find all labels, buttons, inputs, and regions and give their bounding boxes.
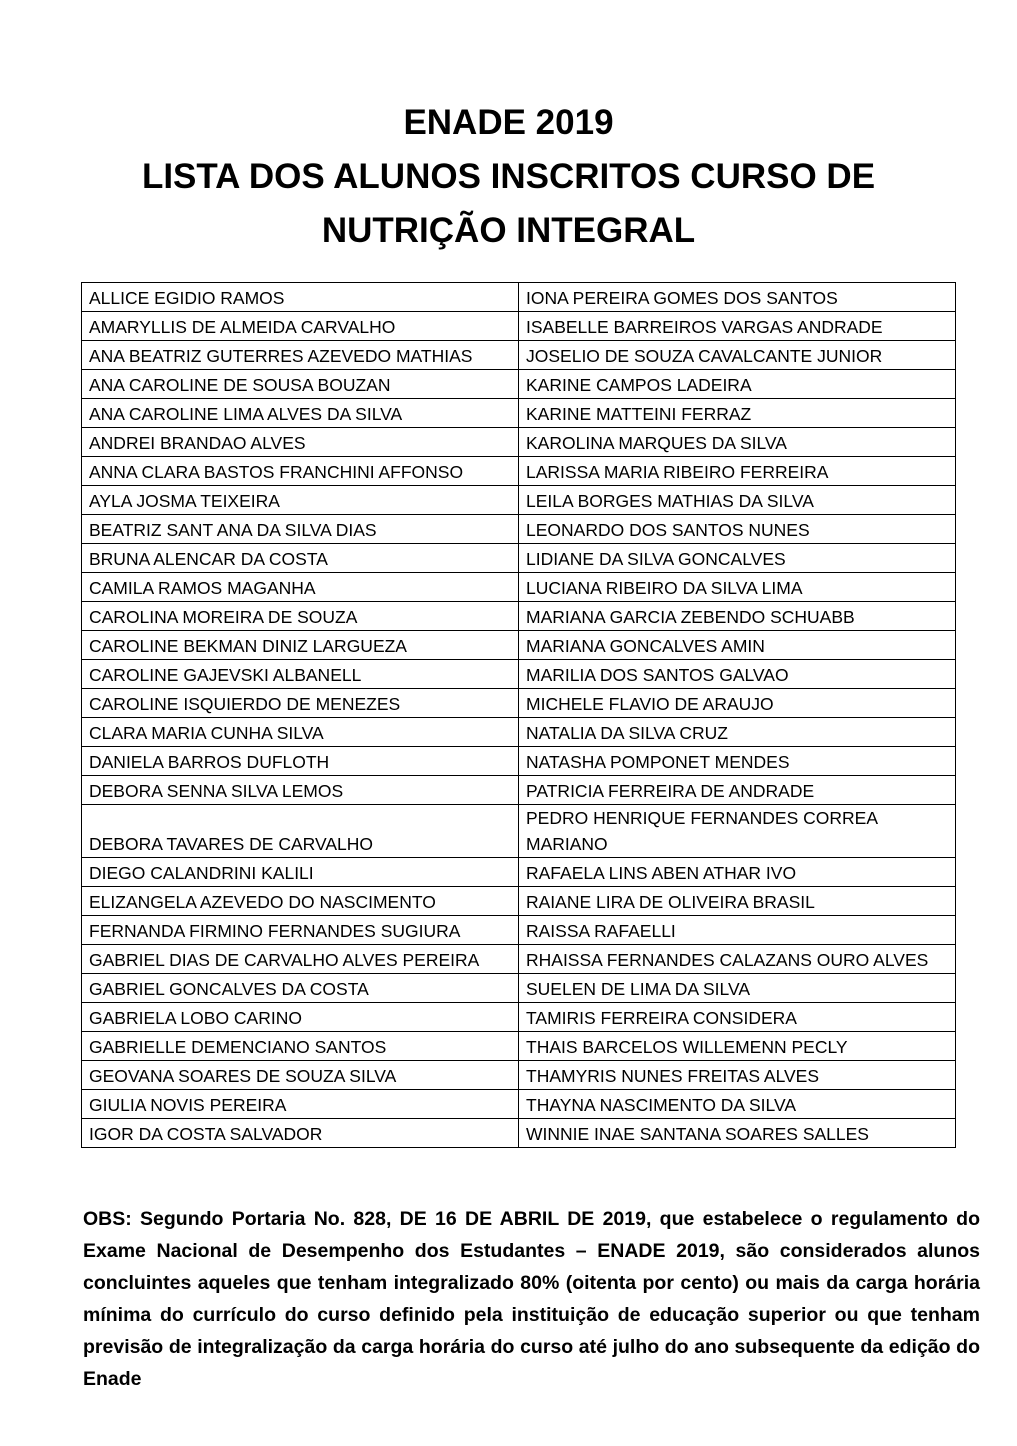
title-line-2: LISTA DOS ALUNOS INSCRITOS CURSO DE [141,157,876,196]
table-row: ANA CAROLINE DE SOUSA BOUZAN KARINE CAMPO… [81,369,956,399]
student-name-right: WINNIE INAE SANTANA SOARES SALLES [518,1118,956,1148]
student-name-left: ELIZANGELA AZEVEDO DO NASCIMENTO [81,886,519,916]
student-name-right: LEONARDO DOS SANTOS NUNES [518,514,956,544]
table-row: ANA CAROLINE LIMA ALVES DA SILVA KARINE M… [81,398,956,428]
student-name-left: BEATRIZ SANT ANA DA SILVA DIAS [81,514,519,544]
student-name-right: LARISSA MARIA RIBEIRO FERREIRA [518,456,956,486]
document-title: ENADE 2019 LISTA DOS ALUNOS INSCRITOS CU… [0,96,1017,258]
student-name-left: ANNA CLARA BASTOS FRANCHINI AFFONSO [81,456,519,486]
table-row: CAROLINE ISQUIERDO DE MENEZES MICHELE FLA… [81,688,956,718]
table-row: ANDREI BRANDAO ALVES KAROLINA MARQUES DA … [81,427,956,457]
table-row: FERNANDA FIRMINO FERNANDES SUGIURA RAISSA… [81,915,956,945]
student-name-right: THAMYRIS NUNES FREITAS ALVES [518,1060,956,1090]
observation-note: OBS: Segundo Portaria No. 828, DE 16 DE … [83,1208,980,1390]
student-name-left: BRUNA ALENCAR DA COSTA [81,543,519,573]
student-name-right: MARILIA DOS SANTOS GALVAO [518,659,956,689]
student-name-right: MICHELE FLAVIO DE ARAUJO [518,688,956,718]
student-name-right: ISABELLE BARREIROS VARGAS ANDRADE [518,311,956,341]
student-name-right: KAROLINA MARQUES DA SILVA [518,427,956,457]
student-name-right: NATASHA POMPONET MENDES [518,746,956,776]
student-name-right: RAIANE LIRA DE OLIVEIRA BRASIL [518,886,956,916]
table-row: AYLA JOSMA TEIXEIRA LEILA BORGES MATHIAS … [81,485,956,515]
table-row: ALLICE EGIDIO RAMOS IONA PEREIRA GOMES DO… [81,282,956,312]
table-row: DEBORA TAVARES DE CARVALHO PEDRO HENRIQUE… [81,804,956,858]
table-row: CAROLINA MOREIRA DE SOUZA MARIANA GARCIA … [81,601,956,631]
student-name-right: RHAISSA FERNANDES CALAZANS OURO ALVES [518,944,956,974]
table-row: CLARA MARIA CUNHA SILVA NATALIA DA SILVA … [81,717,956,747]
student-name-left: GABRIELA LOBO CARINO [81,1002,519,1032]
table-row: IGOR DA COSTA SALVADOR WINNIE INAE SANTAN… [81,1118,956,1148]
title-line-1: ENADE 2019 [403,103,614,142]
table-row: GABRIELLE DEMENCIANO SANTOS THAIS BARCELO… [81,1031,956,1061]
student-name-left: CLARA MARIA CUNHA SILVA [81,717,519,747]
student-name-left: ANA BEATRIZ GUTERRES AZEVEDO MATHIAS [81,340,519,370]
student-name-left: DIEGO CALANDRINI KALILI [81,857,519,887]
table-row: DIEGO CALANDRINI KALILI RAFAELA LINS ABEN… [81,857,956,887]
student-name-right: JOSELIO DE SOUZA CAVALCANTE JUNIOR [518,340,956,370]
student-name-right: RAFAELA LINS ABEN ATHAR IVO [518,857,956,887]
student-name-left: CAROLINA MOREIRA DE SOUZA [81,601,519,631]
student-name-left: AMARYLLIS DE ALMEIDA CARVALHO [81,311,519,341]
student-name-right: LUCIANA RIBEIRO DA SILVA LIMA [518,572,956,602]
student-name-right: KARINE CAMPOS LADEIRA [518,369,956,399]
table-row: ANNA CLARA BASTOS FRANCHINI AFFONSO LARIS… [81,456,956,486]
table-row: CAROLINE GAJEVSKI ALBANELL MARILIA DOS SA… [81,659,956,689]
student-name-left: ANA CAROLINE LIMA ALVES DA SILVA [81,398,519,428]
student-name-right: MARIANA GONCALVES AMIN [518,630,956,660]
table-row: ELIZANGELA AZEVEDO DO NASCIMENTO RAIANE L… [81,886,956,916]
student-name-right: NATALIA DA SILVA CRUZ [518,717,956,747]
table-row: CAROLINE BEKMAN DINIZ LARGUEZA MARIANA GO… [81,630,956,660]
title-line-3: NUTRIÇÃO INTEGRAL [321,211,696,250]
student-name-left: CAMILA RAMOS MAGANHA [81,572,519,602]
student-name-right: SUELEN DE LIMA DA SILVA [518,973,956,1003]
table-row: CAMILA RAMOS MAGANHA LUCIANA RIBEIRO DA S… [81,572,956,602]
student-name-left: CAROLINE GAJEVSKI ALBANELL [81,659,519,689]
student-name-right: THAIS BARCELOS WILLEMENN PECLY [518,1031,956,1061]
student-name-left: FERNANDA FIRMINO FERNANDES SUGIURA [81,915,519,945]
student-name-right: IONA PEREIRA GOMES DOS SANTOS [518,282,956,312]
student-name-left: DEBORA SENNA SILVA LEMOS [81,775,519,805]
student-name-right: THAYNA NASCIMENTO DA SILVA [518,1089,956,1119]
table-row: GABRIEL DIAS DE CARVALHO ALVES PEREIRA RH… [81,944,956,974]
student-name-right: RAISSA RAFAELLI [518,915,956,945]
student-name-left: CAROLINE BEKMAN DINIZ LARGUEZA [81,630,519,660]
student-name-left: ANA CAROLINE DE SOUSA BOUZAN [81,369,519,399]
student-name-left: GABRIEL DIAS DE CARVALHO ALVES PEREIRA [81,944,519,974]
student-name-right: LIDIANE DA SILVA GONCALVES [518,543,956,573]
table-row: ANA BEATRIZ GUTERRES AZEVEDO MATHIAS JOSE… [81,340,956,370]
student-name-left: GABRIELLE DEMENCIANO SANTOS [81,1031,519,1061]
student-name-left: GEOVANA SOARES DE SOUZA SILVA [81,1060,519,1090]
table-row: BEATRIZ SANT ANA DA SILVA DIAS LEONARDO D… [81,514,956,544]
table-row: DEBORA SENNA SILVA LEMOS PATRICIA FERREIR… [81,775,956,805]
student-name-right: PEDRO HENRIQUE FERNANDES CORREA MARIANO [518,804,956,858]
table-row: GABRIEL GONCALVES DA COSTA SUELEN DE LIMA… [81,973,956,1003]
student-name-left: IGOR DA COSTA SALVADOR [81,1118,519,1148]
student-name-right: LEILA BORGES MATHIAS DA SILVA [518,485,956,515]
students-table: ALLICE EGIDIO RAMOS IONA PEREIRA GOMES DO… [81,282,956,1148]
student-name-left: AYLA JOSMA TEIXEIRA [81,485,519,515]
student-name-left: DANIELA BARROS DUFLOTH [81,746,519,776]
student-name-left: ANDREI BRANDAO ALVES [81,427,519,457]
table-row: GIULIA NOVIS PEREIRA THAYNA NASCIMENTO DA… [81,1089,956,1119]
student-name-right: TAMIRIS FERREIRA CONSIDERA [518,1002,956,1032]
student-name-right: MARIANA GARCIA ZEBENDO SCHUABB [518,601,956,631]
table-row: GEOVANA SOARES DE SOUZA SILVA THAMYRIS NU… [81,1060,956,1090]
table-row: AMARYLLIS DE ALMEIDA CARVALHO ISABELLE BA… [81,311,956,341]
student-name-left: DEBORA TAVARES DE CARVALHO [81,804,519,858]
table-row: GABRIELA LOBO CARINO TAMIRIS FERREIRA CON… [81,1002,956,1032]
student-name-right: KARINE MATTEINI FERRAZ [518,398,956,428]
table-row: DANIELA BARROS DUFLOTH NATASHA POMPONET M… [81,746,956,776]
student-name-left: CAROLINE ISQUIERDO DE MENEZES [81,688,519,718]
student-name-left: GABRIEL GONCALVES DA COSTA [81,973,519,1003]
student-name-left: GIULIA NOVIS PEREIRA [81,1089,519,1119]
table-row: BRUNA ALENCAR DA COSTA LIDIANE DA SILVA G… [81,543,956,573]
student-name-left: ALLICE EGIDIO RAMOS [81,282,519,312]
student-name-right: PATRICIA FERREIRA DE ANDRADE [518,775,956,805]
